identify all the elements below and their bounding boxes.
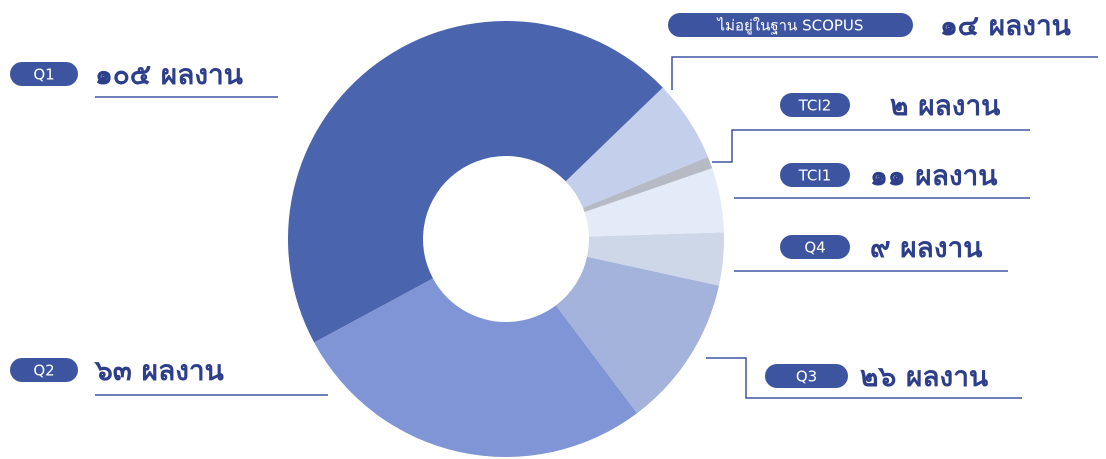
label-pill — [668, 13, 913, 37]
category-label: Q3 — [796, 368, 817, 386]
label-pill — [765, 364, 848, 388]
label-pill — [10, 62, 78, 86]
slice — [584, 168, 724, 237]
slice — [565, 87, 709, 208]
label-pill — [10, 358, 78, 382]
value-label: ๙ ผลงาน — [870, 231, 982, 264]
slice — [582, 157, 713, 213]
leader-line — [671, 56, 1098, 90]
label-pill — [780, 235, 850, 259]
value-label: ๒ ผลงาน — [890, 89, 1000, 122]
leader-line — [712, 129, 1030, 163]
slice — [288, 20, 663, 343]
category-label: Q2 — [33, 362, 54, 380]
category-label: TCI2 — [798, 97, 832, 115]
leader-line — [706, 357, 1022, 399]
label-pill — [780, 93, 850, 117]
value-label: ๑๔ ผลงาน — [940, 9, 1071, 42]
slice — [587, 232, 724, 286]
value-label: ๖๓ ผลงาน — [94, 354, 224, 387]
slice — [555, 256, 719, 414]
value-label: ๑๑ ผลงาน — [870, 159, 997, 192]
category-label: Q1 — [33, 66, 54, 84]
category-label: Q4 — [804, 239, 825, 257]
value-label: ๑๐๕ ผลงาน — [95, 58, 243, 91]
slice — [314, 278, 638, 457]
category-label: TCI1 — [798, 167, 832, 185]
category-label: ไม่อยู่ในฐาน SCOPUS — [717, 17, 864, 35]
value-label: ๒๖ ผลงาน — [860, 360, 988, 393]
label-pill — [780, 163, 850, 187]
